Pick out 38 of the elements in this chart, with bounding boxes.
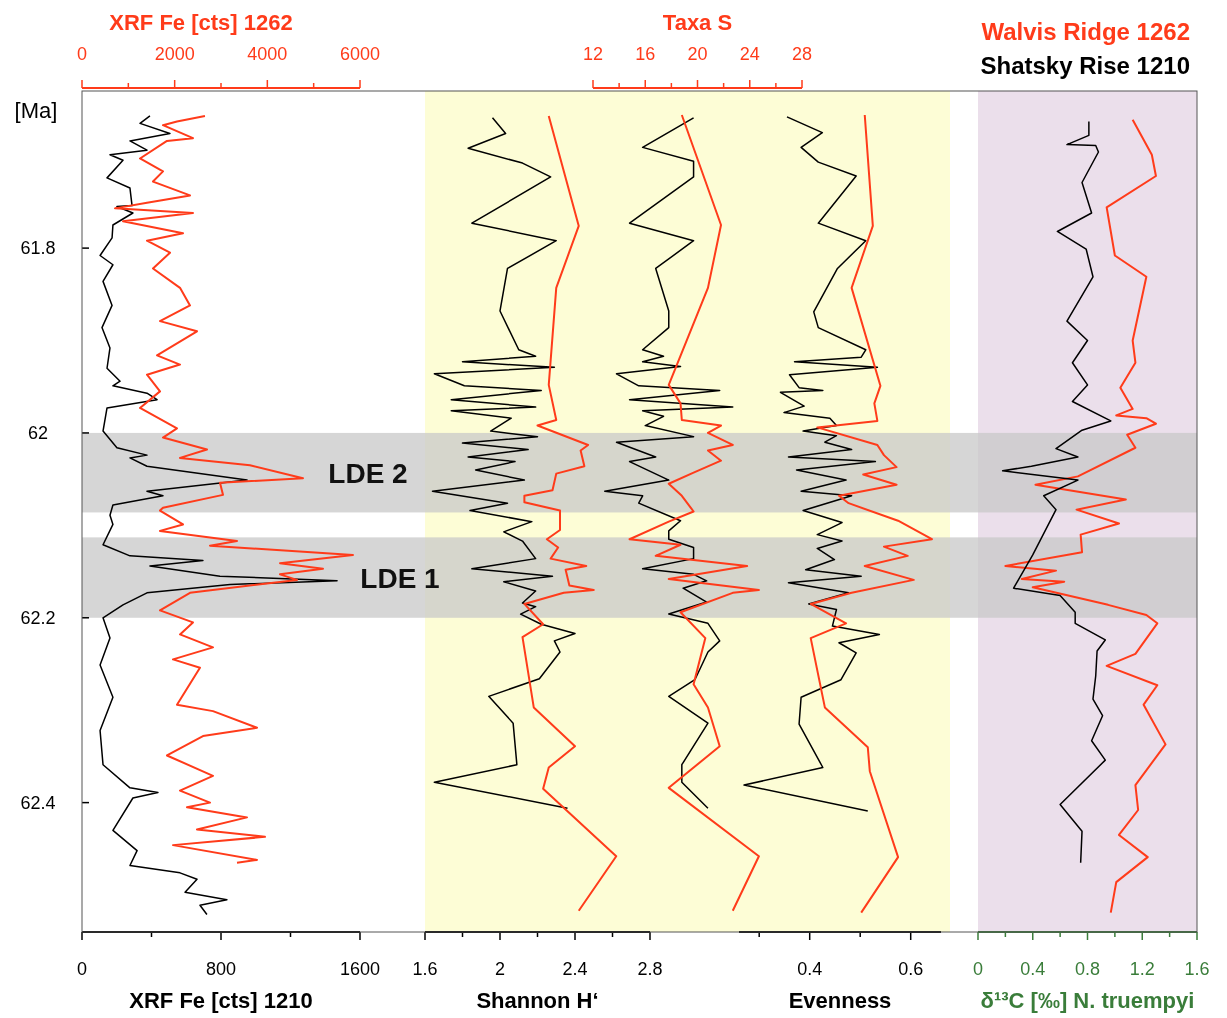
x-axis-title: δ¹³C [‰] N. truempyi (980, 988, 1195, 1013)
x-axis-title: XRF Fe [cts] 1210 (129, 988, 313, 1013)
x-tick-label: 1.2 (1129, 959, 1155, 979)
x-tick-label: 0 (972, 959, 984, 979)
y-axis-title: [Ma] (14, 98, 58, 123)
x-tick-label: 0.6 (898, 959, 924, 979)
x-tick-label: 2 (494, 959, 506, 979)
x2-tick-label: 24 (739, 44, 760, 64)
x2-tick-label: 20 (687, 44, 708, 64)
x2-tick-label: 2000 (154, 44, 195, 64)
x-tick-label: 2.8 (637, 959, 663, 979)
y-tick-label: 61.8 (20, 238, 56, 259)
x2-tick-label: 16 (635, 44, 656, 64)
x2-tick-label: 0 (76, 44, 88, 64)
x-axis-title: Shannon H‘ (476, 988, 599, 1013)
x-axis-title: Evenness (788, 988, 892, 1013)
x2-axis-title: Taxa S (662, 10, 733, 35)
x-tick-label: 0.4 (797, 959, 823, 979)
x2-axis-title: XRF Fe [cts] 1262 (109, 10, 293, 35)
band-label: LDE 1 (360, 562, 440, 594)
y-tick-label: 62.2 (20, 607, 56, 628)
band-label: LDE 2 (328, 457, 408, 489)
x2-tick-label: 12 (582, 44, 604, 64)
x-tick-label: 2.4 (562, 959, 588, 979)
x2-tick-label: 28 (791, 44, 813, 64)
y-tick-label: 62.4 (20, 792, 56, 813)
x-tick-label: 1600 (339, 959, 381, 979)
x-tick-label: 0.8 (1074, 959, 1101, 979)
x-tick-label: 0 (76, 959, 88, 979)
y-tick-label: 62 (27, 422, 49, 443)
x2-tick-label: 6000 (339, 44, 381, 64)
x-tick-label: 1.6 (412, 959, 438, 979)
x-tick-label: 800 (205, 959, 237, 979)
x-tick-label: 0.4 (1020, 959, 1046, 979)
x2-tick-label: 4000 (247, 44, 288, 64)
text: Walvis Ridge 1262 (981, 18, 1190, 45)
text: Shatsky Rise 1210 (980, 52, 1190, 79)
x-tick-label: 1.6 (1184, 959, 1210, 979)
